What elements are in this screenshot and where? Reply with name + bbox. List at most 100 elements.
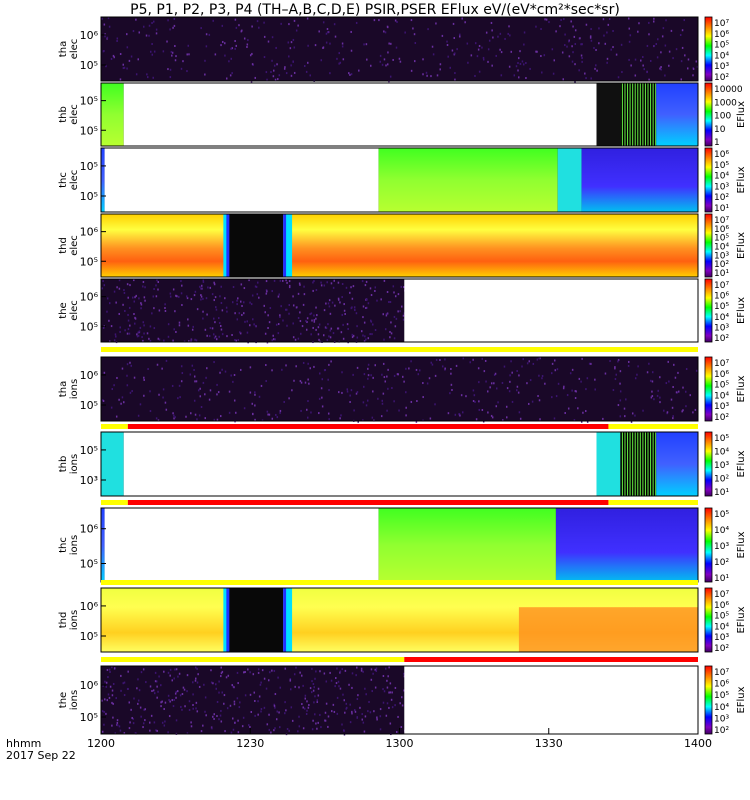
colorbar-tick-label: 10² <box>714 644 729 654</box>
data-gap <box>404 666 698 734</box>
flux-stripe <box>625 432 628 496</box>
colorbar-tick-label: 1000 <box>714 98 737 108</box>
y-tick-label: 10⁵ <box>80 320 98 333</box>
flux-stripe <box>628 432 630 496</box>
colorbar-tick-label: 10¹ <box>714 269 729 279</box>
colorbar <box>704 587 713 653</box>
colorbar-tick-label: 10⁶ <box>714 150 729 160</box>
data-gap <box>104 148 379 212</box>
x-tick-label: 1330 <box>535 737 563 750</box>
flux-dropout <box>229 214 284 277</box>
colorbar-tick-label: 10³ <box>714 62 729 72</box>
panel-frame <box>100 82 699 147</box>
x-tick-label: 1300 <box>386 737 414 750</box>
x-axis-date-label: 2017 Sep 22 <box>6 749 76 762</box>
colorbar-tick-label: 10³ <box>714 251 729 261</box>
colorbar-tick-label: 10⁶ <box>714 370 729 380</box>
flux-region <box>581 148 698 212</box>
colorbar-tick-label: 10⁵ <box>714 691 729 701</box>
y-axis-label-probe: thd <box>58 612 69 629</box>
mode-bar-segment <box>101 580 698 585</box>
y-tick-label: 10⁵ <box>80 558 98 571</box>
colorbar-tick-label: 10¹ <box>714 488 729 498</box>
panel-frame <box>100 587 699 653</box>
flux-stripe <box>622 432 625 496</box>
colorbar-tick-label: 10⁴ <box>714 622 729 632</box>
y-axis-label-probe: thd <box>58 237 69 254</box>
colorbar-tick-label: 10⁶ <box>714 225 729 235</box>
flux-dropout <box>229 588 284 652</box>
colorbar-tick-label: 10⁵ <box>714 434 729 444</box>
flux-region <box>596 432 621 496</box>
mode-bar-after-the-elec <box>101 347 698 352</box>
colorbar-tick-label: 10⁴ <box>714 526 729 536</box>
mode-bar-segment <box>127 500 609 505</box>
y-tick-label: 10⁵ <box>80 444 98 457</box>
y-axis-label-species: elec <box>69 39 80 60</box>
colorbar-tick-label: 10³ <box>714 714 729 724</box>
colorbar-tick-label: 10² <box>714 475 729 485</box>
data-gap <box>404 279 698 342</box>
panel-frame <box>100 278 699 343</box>
y-tick-label: 10⁵ <box>80 711 98 724</box>
y-axis-label-species: ions <box>69 379 80 399</box>
flux-stripe <box>651 432 653 496</box>
y-axis-label-probe: the <box>58 692 69 708</box>
y-tick-label: 10⁵ <box>80 160 98 173</box>
y-axis-label-probe: tha <box>58 381 69 397</box>
flux-stripe <box>645 83 648 146</box>
x-tick-label: 1400 <box>684 737 712 750</box>
colorbar <box>704 665 713 735</box>
flux-stripe <box>643 83 645 146</box>
panel-frame <box>100 16 699 82</box>
y-axis-label-species: ions <box>69 454 80 474</box>
colorbar-unit-label: EFlux <box>736 166 747 193</box>
y-tick-label: 10⁶ <box>80 291 99 304</box>
flux-stripe <box>643 432 645 496</box>
flux-stripe <box>651 83 653 146</box>
y-tick-label: 10⁶ <box>80 29 99 42</box>
mode-bar-segment <box>127 424 609 429</box>
colorbar-tick-label: 10³ <box>714 461 729 471</box>
flux-stripe <box>620 83 622 146</box>
colorbar-tick-label: 10⁶ <box>714 601 729 611</box>
colorbar-tick-label: 10⁵ <box>714 161 729 171</box>
mode-bar-after-thb-ions <box>101 500 698 505</box>
flux-region <box>378 148 558 212</box>
colorbar-tick-label: 10⁴ <box>714 448 729 458</box>
colorbar-tick-label: 10² <box>714 260 729 270</box>
y-axis-label-probe: thc <box>58 537 69 553</box>
colorbar <box>704 82 713 147</box>
flux-region <box>656 432 698 496</box>
y-axis-label-species: ions <box>69 610 80 630</box>
colorbar-unit-label: EFlux <box>736 101 747 128</box>
colorbar-tick-label: 10⁴ <box>714 703 729 713</box>
flux-stripe <box>648 83 651 146</box>
flux-stripe <box>625 83 628 146</box>
y-axis-label-species: elec <box>69 104 80 125</box>
colorbar-tick-label: 10⁴ <box>714 51 729 61</box>
y-tick-label: 10⁵ <box>80 255 98 268</box>
panel-frame <box>100 356 699 422</box>
colorbar-unit-label: EFlux <box>736 297 747 324</box>
colorbar-tick-label: 10⁴ <box>714 313 729 323</box>
flux-stripe <box>622 83 625 146</box>
panel-frame <box>100 213 699 278</box>
y-tick-label: 10⁵ <box>80 124 98 137</box>
colorbar-unit-label: EFlux <box>736 686 747 713</box>
colorbar-tick-label: 10⁷ <box>714 590 729 600</box>
flux-stripe <box>653 83 656 146</box>
flux-stripe <box>633 83 635 146</box>
y-axis-label-species: ions <box>69 535 80 555</box>
flux-region <box>656 83 698 146</box>
y-axis-label-species: elec <box>69 235 80 256</box>
colorbar-tick-label: 10000 <box>714 85 743 95</box>
